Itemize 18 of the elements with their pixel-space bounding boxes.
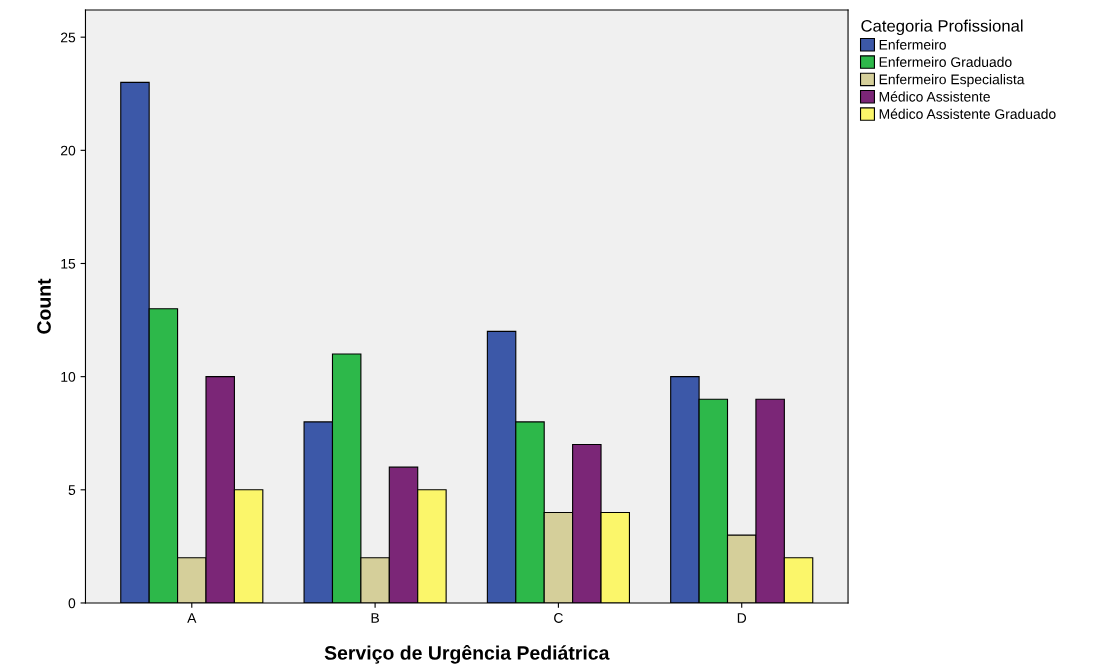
x-tick-label: C xyxy=(554,613,563,623)
legend-label: Enfermeiro Graduado xyxy=(879,56,1012,67)
y-tick-label: 25 xyxy=(61,32,76,43)
legend-label: Enfermeiro Especialista xyxy=(879,74,1025,88)
y-tick-label: 20 xyxy=(61,145,76,156)
x-tick-label: A xyxy=(187,613,197,623)
legend-title: Categoria Profissional xyxy=(861,19,1023,36)
x-tick-label: D xyxy=(737,613,747,623)
legend-label: Médico Assistente Graduado xyxy=(879,108,1056,119)
y-tick-label: 10 xyxy=(61,371,76,382)
y-axis-title: Count xyxy=(37,278,51,334)
y-tick-label: 0 xyxy=(68,598,76,609)
y-tick-label: 15 xyxy=(61,258,76,269)
y-tick-label: 5 xyxy=(68,485,76,495)
legend-label: Enfermeiro xyxy=(879,39,946,50)
x-axis-title: Serviço de Urgência Pediátrica xyxy=(324,645,610,664)
x-tick-label: B xyxy=(371,613,379,623)
legend-label: Médico Assistente xyxy=(879,91,990,102)
